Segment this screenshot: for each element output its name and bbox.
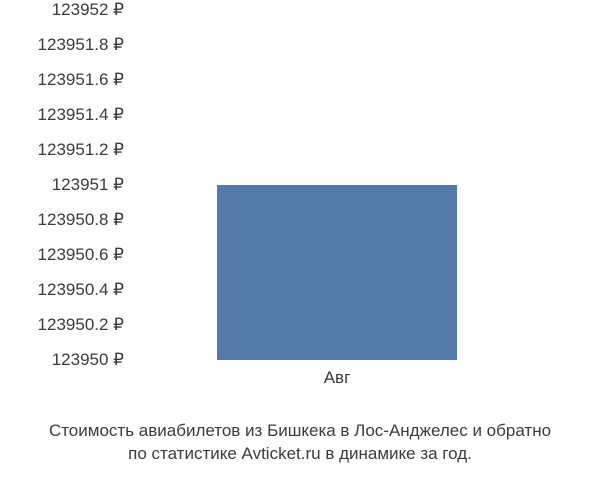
bar xyxy=(217,185,456,360)
chart-caption: Стоимость авиабилетов из Бишкека в Лос-А… xyxy=(0,420,600,466)
caption-line-1: Стоимость авиабилетов из Бишкека в Лос-А… xyxy=(49,421,551,440)
y-tick-label: 123951.2 ₽ xyxy=(38,140,124,160)
y-tick-label: 123950.2 ₽ xyxy=(38,315,124,335)
y-axis: 123952 ₽123951.8 ₽123951.6 ₽123951.4 ₽12… xyxy=(0,10,130,410)
y-tick-label: 123951 ₽ xyxy=(52,175,124,195)
caption-line-2: по статистике Avticket.ru в динамике за … xyxy=(128,444,472,463)
y-tick-label: 123950.6 ₽ xyxy=(38,245,124,265)
y-tick-label: 123951.4 ₽ xyxy=(38,105,124,125)
y-tick-label: 123950 ₽ xyxy=(52,350,124,370)
y-tick-label: 123951.8 ₽ xyxy=(38,35,124,55)
price-chart: 123952 ₽123951.8 ₽123951.6 ₽123951.4 ₽12… xyxy=(0,10,600,410)
y-tick-label: 123952 ₽ xyxy=(52,0,124,20)
y-tick-label: 123950.4 ₽ xyxy=(38,280,124,300)
y-tick-label: 123950.8 ₽ xyxy=(38,210,124,230)
plot-area xyxy=(130,10,590,360)
y-tick-label: 123951.6 ₽ xyxy=(38,70,124,90)
x-tick-label: Авг xyxy=(324,368,351,388)
